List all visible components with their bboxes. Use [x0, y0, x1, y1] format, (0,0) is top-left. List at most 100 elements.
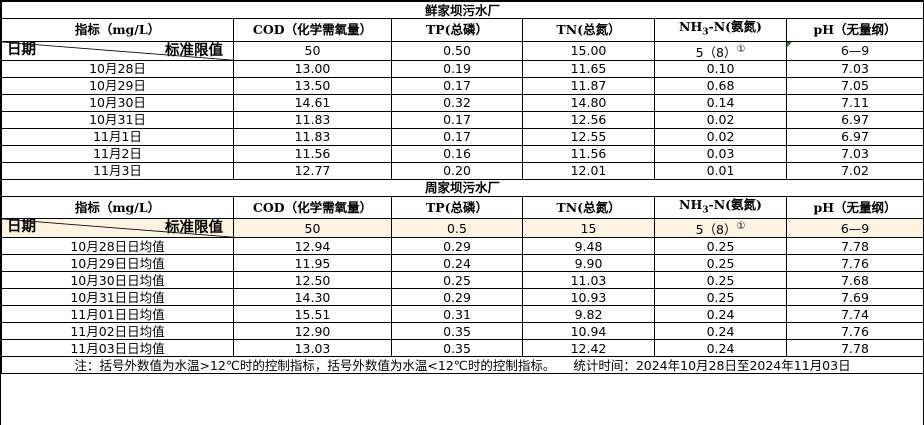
table-row: 11月03日日均值 13.03 0.35 12.42 0.24 7.78: [1, 339, 924, 358]
footer-note-row: 注：括号外数值为水温>12℃时的控制指标，括号外数值为水温<12℃时的控制指标。…: [0, 356, 924, 375]
row-tp: 0.17: [391, 127, 523, 146]
row-cod: 12.94: [233, 237, 392, 256]
row-cod: 12.50: [233, 271, 392, 290]
split-header-cell: 日期 标准限值: [1, 218, 234, 239]
header-nh3n: NH3-N(氨氮): [654, 195, 787, 220]
row-tp: 0.29: [391, 237, 523, 256]
row-date: 10月31日日均值: [1, 288, 234, 307]
header-indicator-label: 指标（mg/L）: [74, 199, 161, 215]
row-ph: 7.78: [785, 237, 924, 256]
plant2-limit-nh3n: 5（8）①: [654, 218, 787, 239]
table-row: 10月30日日均值 12.50 0.25 11.03 0.25 7.68: [1, 271, 924, 290]
footnote-marker-icon: ①: [736, 43, 746, 55]
plant1-limit-nh3n: 5（8）①: [654, 40, 787, 61]
row-tp: 0.31: [391, 305, 523, 324]
header-cod: COD（化学需氧量）: [233, 195, 392, 220]
header-indicator: 指标（mg/L）: [1, 18, 234, 42]
table-row: 10月28日日均值 12.94 0.29 9.48 0.25 7.78: [1, 237, 924, 256]
header-tp-label: TP(总磷）: [425, 22, 489, 38]
row-tn: 12.42: [522, 339, 655, 358]
row-nh3n: 0.24: [654, 322, 787, 341]
row-tn: 14.80: [522, 93, 655, 112]
row-ph: 7.68: [785, 271, 924, 290]
row-tn: 9.82: [522, 305, 655, 324]
table-row: 10月29日日均值 11.95 0.24 9.90 0.25 7.76: [1, 254, 924, 273]
table-row: 10月29日 13.50 0.17 11.87 0.68 7.05: [1, 76, 924, 95]
footnote-marker-icon: ①: [736, 221, 746, 233]
footer-note: 注：括号外数值为水温>12℃时的控制指标，括号外数值为水温<12℃时的控制指标。…: [0, 356, 924, 375]
plant2-title: 周家坝污水厂: [0, 178, 924, 197]
plant2-title-row: 周家坝污水厂: [0, 178, 924, 197]
row-tn: 12.55: [522, 127, 655, 146]
row-tn: 11.56: [522, 144, 655, 163]
plant2-limit-ph: 6—9: [785, 218, 924, 239]
footer-note-text: 注：括号外数值为水温>12℃时的控制指标，括号外数值为水温<12℃时的控制指标。: [74, 357, 556, 373]
header-cod-label: COD（化学需氧量）: [252, 199, 373, 215]
row-tn: 11.87: [522, 76, 655, 95]
table-row: 11月2日 11.56 0.16 11.56 0.03 7.03: [1, 144, 924, 163]
table-row: 10月31日 11.83 0.17 12.56 0.02 6.97: [1, 110, 924, 129]
header-tn: TN(总氮）: [522, 195, 655, 220]
row-tn: 12.01: [522, 161, 655, 180]
row-tn: 10.94: [522, 322, 655, 341]
header-tp: TP(总磷）: [391, 195, 523, 220]
row-date: 11月03日日均值: [1, 339, 234, 358]
cell-comment-marker-icon: [787, 42, 792, 47]
header-tn-label: TN(总氮）: [556, 199, 621, 215]
plant1-limit-tp: 0.50: [391, 40, 523, 61]
footer-stat-period: 统计时间：2024年10月28日至2024年11月03日: [573, 357, 851, 373]
row-cod: 15.51: [233, 305, 392, 324]
row-nh3n: 0.25: [654, 288, 787, 307]
row-tn: 9.90: [522, 254, 655, 273]
header-indicator: 指标（mg/L）: [1, 195, 234, 220]
header-nh3n-suffix: -N(氨氮): [708, 196, 762, 212]
row-nh3n: 0.02: [654, 110, 787, 129]
row-nh3n: 0.10: [654, 59, 787, 78]
row-nh3n: 0.24: [654, 305, 787, 324]
row-ph: 7.03: [785, 59, 924, 78]
split-header-date-label: 日期: [7, 219, 36, 236]
header-tp-label: TP(总磷）: [425, 199, 489, 215]
header-tn: TN(总氮）: [522, 18, 655, 42]
table-row: 10月30日 14.61 0.32 14.80 0.14 7.11: [1, 93, 924, 112]
row-tn: 11.03: [522, 271, 655, 290]
row-cod: 14.61: [233, 93, 392, 112]
header-ph-label: pH（无量纲）: [813, 199, 897, 215]
row-cod: 11.56: [233, 144, 392, 163]
plant1-limit-nh3n-value: 5（8）: [695, 44, 737, 60]
row-ph: 7.76: [785, 254, 924, 273]
header-nh3n-suffix: -N(氨氮): [708, 19, 762, 34]
row-date: 10月30日: [1, 93, 234, 112]
split-header-date-label: 日期: [7, 41, 36, 58]
row-date: 11月2日: [1, 144, 234, 163]
plant2-limit-tn: 15: [522, 218, 655, 239]
row-cod: 13.50: [233, 76, 392, 95]
header-nh3n: NH3-N(氨氮): [654, 18, 787, 42]
table-row: 11月02日日均值 12.90 0.35 10.94 0.24 7.76: [1, 322, 924, 341]
row-ph: 6.97: [785, 127, 924, 146]
row-ph: 7.78: [785, 339, 924, 358]
row-cod: 13.03: [233, 339, 392, 358]
row-ph: 7.02: [785, 161, 924, 180]
header-indicator-label: 指标（mg/L）: [74, 22, 161, 38]
row-date: 11月02日日均值: [1, 322, 234, 341]
header-nh3n-subscript: 3: [702, 205, 709, 216]
row-cod: 12.90: [233, 322, 392, 341]
plant1-title: 鲜家坝污水厂: [0, 1, 924, 19]
row-tn: 11.65: [522, 59, 655, 78]
row-date: 11月1日: [1, 127, 234, 146]
plant2-limit-nh3n-value: 5（8）: [695, 222, 737, 238]
table-row: 11月3日 12.77 0.20 12.01 0.01 7.02: [1, 161, 924, 180]
row-cod: 14.30: [233, 288, 392, 307]
row-ph: 7.69: [785, 288, 924, 307]
plant1-header-row: 指标（mg/L） COD（化学需氧量） TP(总磷） TN(总氮） NH3-N(…: [1, 18, 924, 42]
row-nh3n: 0.01: [654, 161, 787, 180]
row-tp: 0.24: [391, 254, 523, 273]
row-nh3n: 0.02: [654, 127, 787, 146]
row-ph: 7.74: [785, 305, 924, 324]
header-ph: pH（无量纲）: [785, 18, 924, 42]
row-tp: 0.17: [391, 110, 523, 129]
row-tp: 0.29: [391, 288, 523, 307]
table-row: 11月1日 11.83 0.17 12.55 0.02 6.97: [1, 127, 924, 146]
